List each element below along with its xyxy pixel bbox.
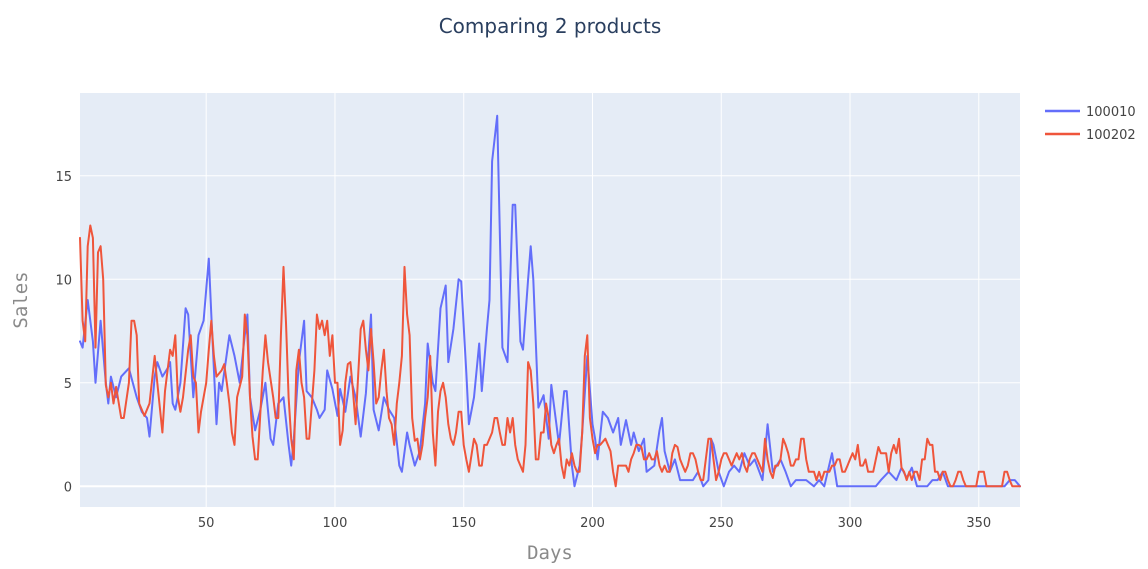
legend-item-series-1[interactable]: 100010 (1045, 105, 1136, 120)
chart-title: Comparing 2 products (439, 14, 662, 38)
x-axis-ticks: 50 100 150 200 250 300 350 (198, 516, 991, 531)
y-tick-label: 5 (64, 377, 72, 392)
x-tick-label: 250 (709, 516, 734, 531)
y-tick-label: 15 (55, 170, 72, 185)
x-tick-label: 100 (323, 516, 348, 531)
y-axis-ticks: 0 5 10 15 (55, 170, 72, 495)
legend[interactable]: 100010 100202 (1045, 105, 1136, 143)
x-axis-title: Days (527, 542, 573, 564)
plot-area (80, 93, 1020, 507)
series-line-100202 (79, 224, 1021, 488)
x-tick-label: 200 (580, 516, 605, 531)
series-line-100010 (79, 114, 1021, 488)
y-axis-title: Sales (10, 271, 32, 328)
x-tick-label: 350 (966, 516, 991, 531)
y-tick-label: 0 (64, 480, 72, 495)
y-tick-label: 10 (55, 273, 72, 288)
x-tick-label: 300 (838, 516, 863, 531)
x-tick-label: 50 (198, 516, 215, 531)
legend-label: 100202 (1086, 128, 1136, 143)
series-lines (79, 114, 1021, 488)
gridlines (80, 93, 1020, 507)
legend-item-series-2[interactable]: 100202 (1045, 128, 1136, 143)
legend-label: 100010 (1086, 105, 1136, 120)
x-tick-label: 150 (451, 516, 476, 531)
